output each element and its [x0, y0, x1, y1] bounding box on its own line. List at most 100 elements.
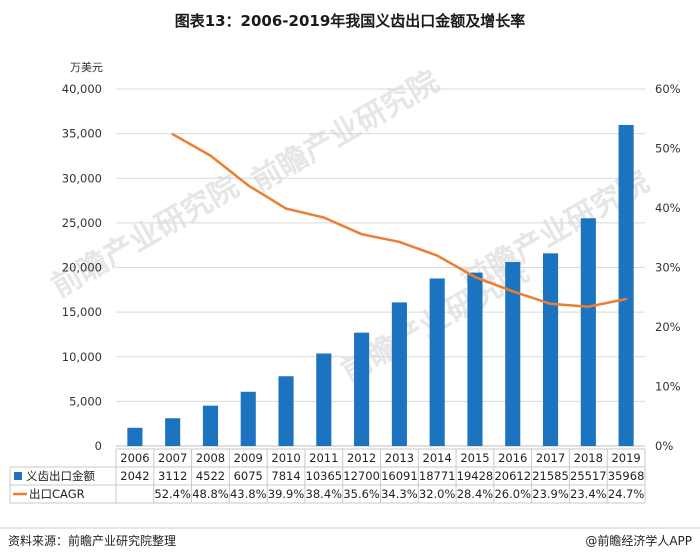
table-cell-amount: 7814 [271, 469, 300, 483]
y2-tick-label: 30% [655, 261, 681, 275]
table-cell-cagr: 34.3% [381, 487, 418, 501]
x-tick-label: 2015 [460, 451, 489, 465]
x-tick-label: 2008 [196, 451, 225, 465]
x-tick-label: 2016 [498, 451, 527, 465]
y-tick-label: 30,000 [62, 171, 102, 185]
bar-2009 [240, 391, 256, 446]
x-tick-label: 2018 [574, 451, 603, 465]
table-cell-cagr: 52.4% [154, 487, 191, 501]
table-cell-amount: 3112 [158, 469, 187, 483]
y-tick-label: 40,000 [62, 82, 102, 96]
watermark-text: 前瞻产业研究院 [46, 169, 245, 304]
y2-tick-label: 40% [655, 201, 681, 215]
bar-2006 [127, 427, 143, 446]
bar-2018 [580, 218, 596, 446]
table-cell-cagr: 35.6% [343, 487, 380, 501]
bar-2017 [542, 253, 559, 446]
cagr-point-2013 [398, 240, 401, 244]
table-cell-cagr: 26.0% [494, 487, 531, 501]
cagr-point-2010 [284, 207, 288, 210]
footer-brand: @前瞻经济学人APP [585, 533, 692, 548]
bar-2012 [354, 332, 370, 446]
gridlines [116, 88, 645, 447]
table-cell-cagr: 28.4% [457, 487, 494, 501]
table-cell-amount: 20612 [494, 469, 531, 483]
cagr-point-2009 [247, 184, 250, 187]
cagr-point-2015 [473, 275, 477, 279]
bar-2008 [202, 405, 219, 446]
x-tick-label: 2014 [423, 451, 452, 465]
bar-series [127, 124, 634, 447]
y2-tick-label: 50% [655, 142, 681, 156]
x-tick-label: 2012 [347, 451, 376, 465]
cagr-point-2018 [587, 305, 590, 308]
table-cell-amount: 6075 [234, 469, 263, 483]
x-tick-label: 2013 [385, 451, 414, 465]
y2-tick-label: 10% [655, 380, 681, 394]
bar-2010 [278, 376, 294, 446]
y-tick-label: 35,000 [62, 127, 102, 141]
y-axis-left-ticks: 0 5,000 10,000 15,000 20,000 25,000 30,000 35,0… [62, 82, 102, 453]
table-cell-cagr: 32.0% [419, 487, 456, 501]
table-cell-amount: 19428 [457, 469, 494, 483]
bar-2007 [165, 418, 181, 446]
legend-label-bar: 义齿出口金额 [26, 469, 95, 483]
table-cell-cagr: 48.8% [192, 487, 229, 501]
bar-2014 [429, 278, 445, 446]
y-tick-label: 10,000 [62, 350, 102, 364]
cagr-point-2014 [435, 254, 439, 257]
bar-2019 [618, 124, 634, 447]
cagr-point-2008 [209, 154, 212, 157]
x-tick-label: 2011 [309, 451, 338, 465]
y-tick-label: 0 [95, 439, 102, 453]
table-cell-amount: 4522 [196, 469, 225, 483]
table-cell-cagr: 39.9% [268, 487, 305, 501]
table-cell-cagr: 43.8% [230, 487, 267, 501]
x-tick-label: 2010 [271, 451, 300, 465]
y-axis-unit-label: 万美元 [70, 61, 103, 74]
table-cell-amount: 18771 [419, 469, 456, 483]
watermark-layer: 前瞻产业研究院前瞻产业研究院前瞻产业研究院前瞻产业研究院 [46, 64, 655, 389]
y2-tick-label: 0% [655, 439, 673, 453]
table-cell-amount: 10365 [306, 469, 343, 483]
legend-swatch-bar [14, 472, 22, 480]
y-tick-label: 15,000 [62, 305, 102, 319]
chart-title: 图表13：2006-2019年我国义齿出口金额及增长率 [175, 12, 526, 30]
table-cell-cagr: 23.4% [570, 487, 607, 501]
y-tick-label: 5,000 [69, 394, 102, 408]
legend-label-line: 出口CAGR [29, 487, 85, 501]
line-series [171, 133, 628, 309]
table-cell-amount: 16091 [381, 469, 418, 483]
cagr-point-2019 [624, 297, 628, 301]
bar-2016 [505, 262, 521, 446]
bar-2011 [316, 353, 332, 446]
x-tick-label: 2009 [234, 451, 263, 465]
table-cell-amount: 35968 [608, 469, 645, 483]
cagr-point-2012 [360, 232, 363, 236]
y2-tick-label: 20% [655, 320, 681, 334]
bar-2015 [467, 272, 483, 446]
x-tick-label: 2019 [611, 451, 640, 465]
y-tick-label: 20,000 [62, 261, 102, 275]
x-tick-label: 2017 [536, 451, 565, 465]
y2-tick-label: 60% [655, 82, 681, 96]
x-tick-label: 2006 [120, 451, 149, 465]
cagr-point-2016 [511, 290, 514, 293]
cagr-point-2017 [549, 302, 552, 305]
table-cell-amount: 2042 [120, 469, 149, 483]
table-cell-amount: 12700 [343, 469, 380, 483]
y-tick-label: 25,000 [62, 216, 102, 230]
table-cell-cagr: 24.7% [608, 487, 645, 501]
y-axis-right-ticks: 0% 10% 20% 30% 40% 50% 60% [655, 82, 681, 453]
footer-source: 资料来源：前瞻产业研究院整理 [8, 533, 176, 548]
table-cell-cagr: 38.4% [306, 487, 343, 501]
bar-2013 [391, 302, 407, 446]
watermark-text: 前瞻产业研究院 [246, 64, 445, 199]
cagr-point-2007 [171, 133, 174, 136]
table-cell-cagr: 23.9% [532, 487, 569, 501]
x-tick-label: 2007 [158, 451, 187, 465]
cagr-point-2011 [322, 216, 326, 219]
table-cell-amount: 25517 [570, 469, 607, 483]
data-table: 2006 2007 2008 2009 2010 2011 2012 2013 2014 2015… [9, 448, 646, 504]
